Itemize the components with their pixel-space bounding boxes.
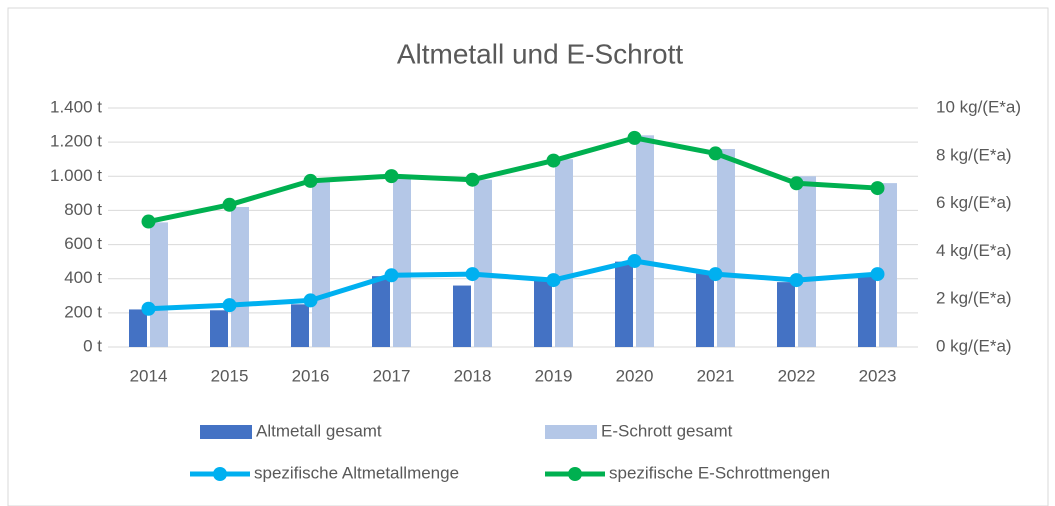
y2-tick-label: 0 kg/(E*a) xyxy=(936,336,1012,355)
legend-marker xyxy=(568,467,582,481)
x-tick-label: 2014 xyxy=(130,366,168,385)
marker xyxy=(303,173,318,188)
bar xyxy=(798,176,816,347)
bar xyxy=(312,177,330,347)
legend-swatch xyxy=(200,425,252,439)
marker xyxy=(789,176,804,191)
y-tick-label: 1.000 t xyxy=(50,166,102,185)
marker xyxy=(384,169,399,184)
bar xyxy=(717,148,735,347)
chart-title: Altmetall und E-Schrott xyxy=(397,38,684,69)
marker xyxy=(222,298,237,313)
legend-label: Altmetall gesamt xyxy=(256,421,382,440)
y-tick-label: 1.400 t xyxy=(50,97,102,116)
marker xyxy=(465,267,480,282)
x-tick-label: 2022 xyxy=(778,366,816,385)
y-tick-label: 1.200 t xyxy=(50,132,102,151)
x-tick-label: 2016 xyxy=(292,366,330,385)
bar xyxy=(879,183,897,347)
marker xyxy=(789,273,804,288)
bar xyxy=(636,135,654,347)
line xyxy=(147,135,878,224)
x-tick-label: 2023 xyxy=(859,366,897,385)
y-tick-label: 0 t xyxy=(83,336,102,355)
y2-tick-label: 8 kg/(E*a) xyxy=(936,145,1012,164)
bar xyxy=(555,159,573,347)
bar xyxy=(474,179,492,347)
y-tick-label: 200 t xyxy=(64,302,102,321)
y-tick-label: 600 t xyxy=(64,234,102,253)
y-tick-label: 400 t xyxy=(64,268,102,287)
line xyxy=(148,258,878,312)
bar xyxy=(534,280,552,347)
bar xyxy=(777,282,795,347)
bar xyxy=(858,275,876,347)
x-tick-label: 2015 xyxy=(211,366,249,385)
x-tick-label: 2020 xyxy=(616,366,654,385)
bar xyxy=(453,285,471,347)
legend-marker xyxy=(213,467,227,481)
y-tick-label: 800 t xyxy=(64,200,102,219)
marker xyxy=(627,130,642,145)
bar xyxy=(393,174,411,347)
marker xyxy=(708,267,723,282)
x-tick-label: 2017 xyxy=(373,366,411,385)
marker xyxy=(141,214,156,229)
y2-tick-label: 10 kg/(E*a) xyxy=(936,97,1021,116)
bar xyxy=(231,207,249,347)
marker xyxy=(465,172,480,187)
marker xyxy=(546,273,561,288)
bar xyxy=(129,309,147,347)
x-tick-label: 2018 xyxy=(454,366,492,385)
legend-swatch xyxy=(545,425,597,439)
bar xyxy=(150,222,168,347)
legend-label: spezifische Altmetallmenge xyxy=(254,463,459,482)
marker xyxy=(870,267,885,282)
bar xyxy=(210,310,228,347)
marker xyxy=(870,181,885,196)
marker xyxy=(222,197,237,212)
marker xyxy=(303,293,318,308)
bar xyxy=(696,273,714,347)
marker xyxy=(141,301,156,316)
bar xyxy=(615,261,633,347)
x-tick-label: 2019 xyxy=(535,366,573,385)
bar xyxy=(372,276,390,347)
legend-label: spezifische E-Schrottmengen xyxy=(609,463,830,482)
y2-tick-label: 4 kg/(E*a) xyxy=(936,241,1012,260)
legend-label: E-Schrott gesamt xyxy=(601,421,733,440)
marker xyxy=(384,268,399,283)
marker xyxy=(546,153,561,168)
marker xyxy=(627,253,642,268)
y2-tick-label: 6 kg/(E*a) xyxy=(936,193,1012,212)
bar xyxy=(291,304,309,347)
chart-border xyxy=(7,7,1049,506)
y2-tick-label: 2 kg/(E*a) xyxy=(936,289,1012,308)
marker xyxy=(708,146,723,161)
x-tick-label: 2021 xyxy=(697,366,735,385)
